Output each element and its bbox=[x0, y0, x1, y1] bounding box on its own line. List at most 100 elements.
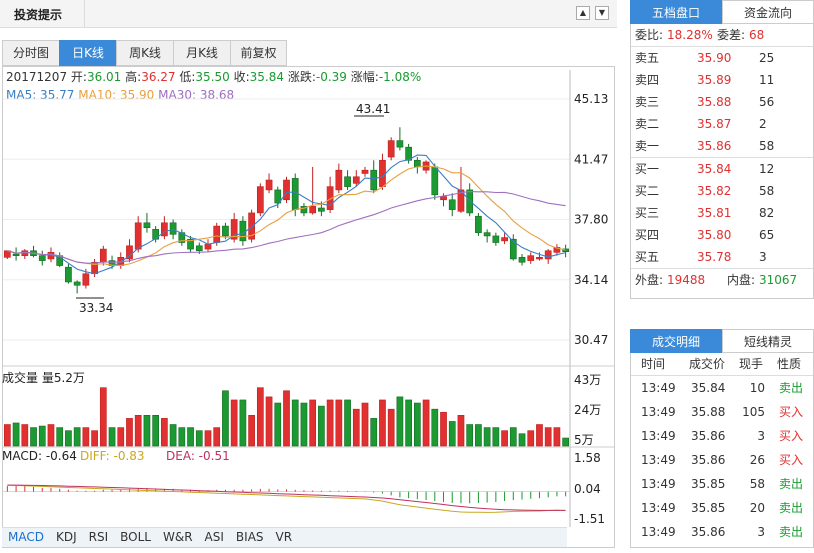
price-tick-label: 45.13 bbox=[574, 92, 608, 106]
volume-bar bbox=[431, 408, 439, 447]
sell-level-3[interactable]: 卖三 35.88 56 bbox=[631, 91, 813, 113]
level-volume: 12 bbox=[759, 162, 775, 176]
trade-header-row: 时间 成交价 现手 性质 bbox=[631, 353, 813, 375]
macd-series bbox=[3, 484, 570, 513]
kline-chart: 45.13 41.47 37.80 34.14 30.47 43万 24万 5万 1.58 0.0… bbox=[2, 70, 615, 527]
candle-body bbox=[291, 178, 299, 210]
volume-bar bbox=[30, 427, 37, 447]
volume-bar bbox=[318, 405, 325, 447]
pct-label: 涨幅: bbox=[350, 70, 379, 84]
sell-level-2[interactable]: 卖四 35.89 11 bbox=[631, 69, 813, 91]
buy-level-1[interactable]: 买一 35.84 12 bbox=[631, 158, 813, 180]
orderbook-tabs: 五档盘口 资金流向 bbox=[630, 0, 814, 24]
diff-line bbox=[7, 484, 566, 513]
indicator-tab-kdj[interactable]: KDJ bbox=[55, 530, 77, 544]
candle-body bbox=[152, 229, 160, 240]
volume-bar bbox=[265, 396, 273, 447]
candle-body bbox=[161, 222, 168, 237]
buy-level-2[interactable]: 买二 35.82 58 bbox=[631, 180, 813, 202]
close-value: 35.84 bbox=[249, 70, 285, 84]
candle-body bbox=[501, 237, 508, 242]
trade-volume: 10 bbox=[749, 381, 765, 395]
level-volume: 25 bbox=[759, 51, 775, 65]
tab-weekly-kline[interactable]: 周K线 bbox=[116, 40, 173, 66]
level-price: 35.87 bbox=[697, 117, 732, 131]
table-row: 13:49 35.84 10 卖出 bbox=[631, 376, 813, 400]
buy-level-4[interactable]: 买四 35.80 65 bbox=[631, 224, 813, 246]
indicator-tab-wr[interactable]: W&R bbox=[162, 530, 193, 544]
volume-bar bbox=[230, 399, 238, 447]
level-price: 35.88 bbox=[697, 95, 732, 109]
trade-price: 35.85 bbox=[691, 501, 726, 515]
sell-level-1[interactable]: 卖五 35.90 25 bbox=[631, 47, 813, 69]
tab-daily-kline[interactable]: 日K线 bbox=[59, 40, 116, 66]
orderbook-panel: 委比: 18.28% 委差: 68 卖五 35.90 25 卖四 35.89 11 卖三 35… bbox=[630, 24, 814, 299]
volume-bar bbox=[483, 427, 491, 447]
candle-body bbox=[518, 257, 526, 263]
scroll-up-button[interactable]: ▲ bbox=[576, 6, 590, 20]
volume-bar bbox=[108, 427, 116, 447]
candle-body bbox=[396, 140, 404, 148]
trade-type: 买入 bbox=[779, 453, 804, 467]
trade-time: 13:49 bbox=[641, 381, 676, 395]
candle-body bbox=[12, 253, 20, 256]
volume-bar bbox=[457, 415, 465, 447]
trade-price: 35.84 bbox=[691, 381, 726, 395]
level-volume: 11 bbox=[759, 73, 775, 87]
volume-tick-label: 24万 bbox=[574, 403, 601, 417]
indicator-tab-asi[interactable]: ASI bbox=[204, 530, 224, 544]
sell-level-5[interactable]: 卖一 35.86 58 bbox=[631, 135, 813, 157]
level-volume: 3 bbox=[759, 250, 767, 264]
volume-bar bbox=[562, 437, 569, 447]
tab-forward-adjusted[interactable]: 前复权 bbox=[230, 40, 287, 66]
level-volume: 2 bbox=[759, 117, 767, 131]
volume-bar bbox=[274, 402, 282, 447]
tab-trade-details[interactable]: 成交明细 bbox=[630, 329, 722, 353]
tab-capital-flow[interactable]: 资金流向 bbox=[722, 0, 814, 24]
outer-inner-row: 外盘: 19488 内盘: 31067 bbox=[631, 269, 813, 291]
volume-bar bbox=[379, 399, 386, 447]
indicator-tab-rsi[interactable]: RSI bbox=[88, 530, 109, 544]
sell-level-4[interactable]: 卖二 35.87 2 bbox=[631, 113, 813, 135]
trade-type: 卖出 bbox=[779, 501, 804, 515]
volume-bar bbox=[248, 415, 255, 447]
scroll-down-button[interactable]: ▼ bbox=[595, 6, 609, 20]
candle-body bbox=[440, 196, 447, 201]
level-price: 35.89 bbox=[697, 73, 732, 87]
candle-body bbox=[73, 281, 81, 286]
chart-frame bbox=[2, 66, 615, 548]
candle-body bbox=[65, 266, 72, 283]
macd-value: MACD: -0.64 bbox=[2, 449, 77, 463]
header-divider bbox=[84, 0, 85, 28]
trade-volume: 58 bbox=[749, 477, 765, 491]
candle-series bbox=[4, 127, 569, 294]
level-volume: 58 bbox=[759, 184, 775, 198]
trade-price: 35.88 bbox=[691, 405, 726, 419]
level-label: 买一 bbox=[635, 162, 660, 176]
tab-intraday[interactable]: 分时图 bbox=[2, 40, 59, 66]
candle-body bbox=[509, 238, 517, 260]
candle-body bbox=[274, 189, 282, 204]
weicha-value: 68 bbox=[749, 28, 765, 42]
indicator-tab-boll[interactable]: BOLL bbox=[120, 530, 151, 544]
candle-body bbox=[309, 206, 317, 214]
trade-volume: 105 bbox=[742, 405, 765, 419]
volume-bar bbox=[38, 425, 46, 447]
volume-bar bbox=[239, 399, 247, 447]
trade-time: 13:49 bbox=[641, 405, 676, 419]
tab-monthly-kline[interactable]: 月K线 bbox=[173, 40, 230, 66]
level-price: 35.90 bbox=[697, 51, 732, 65]
dea-line bbox=[7, 484, 566, 511]
buy-level-3[interactable]: 买三 35.81 82 bbox=[631, 202, 813, 224]
trade-price: 35.86 bbox=[691, 525, 726, 539]
indicator-tab-macd[interactable]: MACD bbox=[8, 530, 44, 544]
tab-five-level-quotes[interactable]: 五档盘口 bbox=[630, 0, 722, 24]
volume-bar bbox=[204, 430, 212, 447]
buy-level-5[interactable]: 买五 35.78 3 bbox=[631, 246, 813, 268]
indicator-tab-bias[interactable]: BIAS bbox=[235, 530, 264, 544]
tab-short-term-alerts[interactable]: 短线精灵 bbox=[722, 329, 814, 353]
level-label: 买四 bbox=[635, 228, 660, 242]
indicator-tab-vr[interactable]: VR bbox=[275, 530, 293, 544]
volume-bar bbox=[256, 387, 264, 447]
candle-body bbox=[370, 169, 378, 191]
